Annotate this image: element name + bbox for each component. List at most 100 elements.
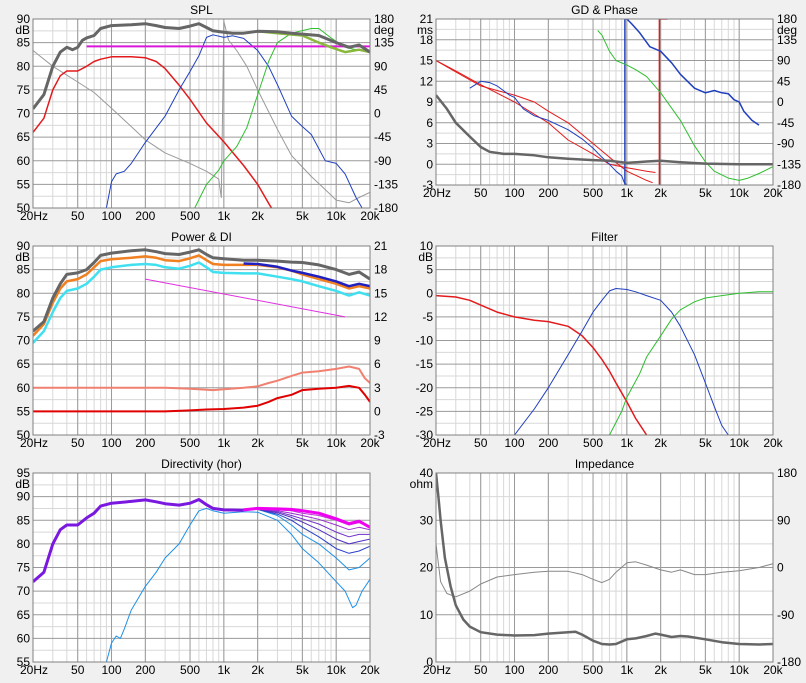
x-tick-label: 5k xyxy=(699,663,713,677)
series-group xyxy=(436,19,773,185)
x-tick-label: 5k xyxy=(699,436,713,450)
x-tick-label: 20Hz xyxy=(423,186,451,200)
y-tick-label: 95 xyxy=(17,466,31,480)
y-tick-label: 0 xyxy=(426,286,433,300)
chart-title: Impedance xyxy=(575,457,635,471)
y-tick-label: 85 xyxy=(17,263,31,277)
y-tick-label: 12 xyxy=(420,74,434,88)
y-tick-label: 60 xyxy=(17,381,31,395)
y2-tick-label: 0 xyxy=(374,404,381,418)
y-axis-unit: dB xyxy=(15,23,30,37)
x-tick-label: 1k xyxy=(218,663,232,677)
y-tick-label: 75 xyxy=(17,310,31,324)
x-tick-label: 100 xyxy=(102,663,122,677)
y2-axis-unit: deg xyxy=(777,23,797,37)
y-tick-label: 85 xyxy=(17,513,31,527)
y-tick-label: 65 xyxy=(17,130,31,144)
series-line-6 xyxy=(33,22,370,110)
y2-tick-label: 0 xyxy=(374,107,381,121)
x-tick-label: 5k xyxy=(296,436,310,450)
y-tick-label: 80 xyxy=(17,59,31,73)
y2-tick-label: 3 xyxy=(374,381,381,395)
series-line-1 xyxy=(33,384,370,413)
series-group xyxy=(33,498,370,662)
series-line-2 xyxy=(658,19,668,185)
y2-tick-label: 0 xyxy=(777,561,784,575)
series-group xyxy=(33,21,370,208)
plot-border xyxy=(32,472,371,663)
x-tick-label: 20k xyxy=(360,209,380,223)
y-tick-label: -5 xyxy=(422,310,433,324)
y-tick-label: 21 xyxy=(420,12,434,26)
x-tick-label: 200 xyxy=(135,209,155,223)
x-tick-label: 10k xyxy=(730,186,750,200)
x-tick-label: 1k xyxy=(621,436,635,450)
series-line-3 xyxy=(257,508,370,545)
y-tick-label: 90 xyxy=(17,239,31,253)
series-line-5 xyxy=(257,508,370,531)
y2-axis-unit: deg xyxy=(374,23,394,37)
plot-border xyxy=(435,18,774,186)
x-tick-label: 50 xyxy=(71,209,85,223)
y2-tick-label: -180 xyxy=(777,178,801,192)
series-group xyxy=(436,288,773,435)
y2-tick-label: -135 xyxy=(777,157,801,171)
y-tick-label: -10 xyxy=(416,334,434,348)
series-line-1 xyxy=(436,473,773,646)
y-tick-label: 65 xyxy=(17,357,31,371)
y-tick-label: 30 xyxy=(420,513,434,527)
plot-border xyxy=(435,245,774,436)
x-tick-label: 1k xyxy=(621,186,635,200)
y-tick-label: 70 xyxy=(17,107,31,121)
chart-power: Power & DI908580757065605550dB2118151296… xyxy=(15,230,387,450)
y-tick-label: -15 xyxy=(416,357,434,371)
x-tick-label: 20k xyxy=(763,186,783,200)
series-line-6 xyxy=(436,94,773,166)
x-tick-label: 100 xyxy=(505,436,525,450)
series-group xyxy=(33,248,370,413)
series-line-6 xyxy=(33,248,370,333)
series-line-0 xyxy=(105,507,370,662)
chart-gd: GD & Phase 21 18 15 12 9 6 3 0 -3 ms 180 135 90 45 0 -45… xyxy=(417,3,801,200)
y-tick-label: -3 xyxy=(422,178,433,192)
y-tick-label: 55 xyxy=(17,404,31,418)
y2-tick-label: 180 xyxy=(374,12,394,26)
y-tick-label: 15 xyxy=(420,54,434,68)
x-tick-label: 20k xyxy=(360,436,380,450)
y-tick-label: 55 xyxy=(17,177,31,191)
series-line-3 xyxy=(33,261,370,344)
chart-title: Power & DI xyxy=(171,230,232,244)
series-line-1 xyxy=(257,508,370,571)
y-tick-label: -20 xyxy=(416,381,434,395)
series-line-1 xyxy=(436,60,656,173)
x-tick-label: 1k xyxy=(218,436,232,450)
x-tick-label: 200 xyxy=(538,436,558,450)
y-tick-label: 75 xyxy=(17,561,31,575)
y-tick-label: 9 xyxy=(426,95,433,109)
x-tick-label: 10k xyxy=(327,209,347,223)
x-tick-label: 2k xyxy=(654,186,668,200)
x-tick-label: 500 xyxy=(180,209,200,223)
y-tick-label: 20 xyxy=(420,561,434,575)
y2-tick-label: 12 xyxy=(374,310,388,324)
series-line-4 xyxy=(624,19,760,185)
x-tick-label: 200 xyxy=(135,436,155,450)
series-line-7 xyxy=(243,506,370,529)
y-axis-unit: dB xyxy=(418,250,433,264)
y-tick-label: 5 xyxy=(426,263,433,277)
y2-tick-label: -45 xyxy=(374,130,392,144)
x-tick-label: 20Hz xyxy=(20,209,48,223)
x-tick-label: 200 xyxy=(538,186,558,200)
series-line-1 xyxy=(33,56,273,208)
x-tick-label: 50 xyxy=(474,663,488,677)
y2-tick-label: -45 xyxy=(777,116,795,130)
y-tick-label: 80 xyxy=(17,286,31,300)
y2-tick-label: -90 xyxy=(374,154,392,168)
y-tick-label: 60 xyxy=(17,154,31,168)
y-tick-label: 40 xyxy=(420,466,434,480)
y-tick-label: 70 xyxy=(17,584,31,598)
x-tick-label: 5k xyxy=(699,186,713,200)
